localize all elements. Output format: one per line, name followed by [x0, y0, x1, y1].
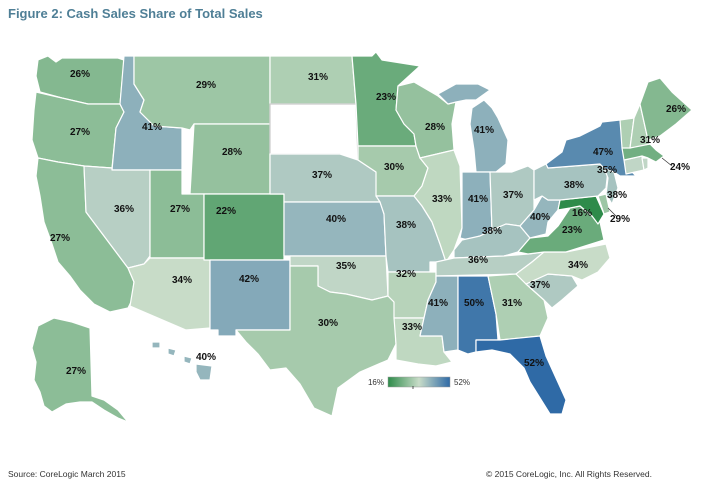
state-label-MS: 41%	[428, 298, 448, 309]
state-WY	[189, 123, 271, 195]
state-AZ	[127, 257, 211, 331]
leader-line-DE	[607, 207, 617, 217]
state-label-DE: 29%	[610, 214, 630, 225]
color-legend: 16% 52%	[368, 376, 470, 389]
state-label-WV: 40%	[530, 212, 550, 223]
state-SD	[269, 103, 359, 161]
copyright-note: © 2015 CoreLogic, Inc. All Rights Reserv…	[486, 469, 652, 479]
state-label-CO: 22%	[216, 206, 236, 217]
state-label-IL: 33%	[432, 194, 452, 205]
legend-min-label: 16%	[368, 378, 384, 387]
state-label-ND: 31%	[308, 72, 328, 83]
state-TX	[235, 265, 397, 417]
state-label-TX: 30%	[318, 318, 338, 329]
state-label-NV: 36%	[114, 204, 134, 215]
state-NH	[629, 103, 651, 149]
state-label-ME: 26%	[666, 104, 686, 115]
state-label-WI: 28%	[425, 122, 445, 133]
state-label-IN: 41%	[468, 194, 488, 205]
state-label-MO: 38%	[396, 220, 416, 231]
state-label-PA: 38%	[564, 180, 584, 191]
state-labels: 26% 27% 27% 41% 36% 29% 28% 27% 34% 22% 42% 31% 37% 4…	[50, 69, 690, 377]
state-label-WY: 28%	[222, 147, 242, 158]
state-ME	[639, 77, 693, 141]
state-label-KS: 40%	[326, 214, 346, 225]
state-label-OK: 35%	[336, 261, 356, 272]
state-label-NE: 37%	[312, 170, 332, 181]
state-MI	[437, 83, 509, 173]
state-label-AL: 50%	[464, 298, 484, 309]
state-label-VA: 23%	[562, 225, 582, 236]
legend-max-label: 52%	[454, 378, 470, 387]
state-label-FL: 52%	[524, 358, 544, 369]
state-label-NJ: 38%	[607, 190, 627, 201]
state-VA	[517, 205, 605, 255]
state-label-HI: 40%	[196, 352, 216, 363]
state-label-TN: 36%	[468, 255, 488, 266]
state-label-VT: 31%	[640, 135, 660, 146]
state-MD	[557, 195, 605, 225]
state-label-NM: 42%	[239, 274, 259, 285]
state-CO	[203, 193, 285, 261]
state-label-CT: 35%	[597, 165, 617, 176]
state-label-GA: 31%	[502, 298, 522, 309]
figure-title: Figure 2: Cash Sales Share of Total Sale…	[8, 6, 263, 21]
state-MA	[621, 143, 665, 163]
state-label-AZ: 34%	[172, 275, 192, 286]
state-label-MT: 29%	[196, 80, 216, 91]
state-label-WA: 26%	[70, 69, 90, 80]
state-label-NC: 34%	[568, 260, 588, 271]
state-label-OR: 27%	[70, 127, 90, 138]
state-MT	[133, 55, 271, 131]
state-NM	[209, 259, 291, 337]
state-label-MI: 41%	[474, 125, 494, 136]
state-HI	[151, 341, 213, 381]
state-KS	[283, 201, 387, 257]
state-AK	[31, 317, 129, 423]
source-note: Source: CoreLogic March 2015	[8, 469, 126, 479]
state-label-AK: 27%	[66, 366, 86, 377]
state-label-IA: 30%	[384, 162, 404, 173]
state-DE	[597, 193, 611, 215]
leader-line-MA	[661, 157, 673, 167]
state-FL	[475, 335, 567, 415]
state-label-CA: 27%	[50, 233, 70, 244]
state-label-MA: 24%	[670, 162, 690, 173]
state-label-OH: 37%	[503, 190, 523, 201]
state-label-ID: 41%	[142, 122, 162, 133]
state-label-MD: 16%	[572, 208, 592, 219]
state-label-SC: 37%	[530, 280, 550, 291]
state-label-KY: 38%	[482, 226, 502, 237]
state-label-MN: 23%	[376, 92, 396, 103]
state-label-UT: 27%	[170, 204, 190, 215]
state-RI	[641, 157, 649, 171]
legend-color-bar	[387, 376, 451, 388]
state-IL	[413, 149, 463, 263]
state-label-AR: 32%	[396, 269, 416, 280]
state-label-LA: 33%	[402, 322, 422, 333]
state-label-NY: 47%	[593, 147, 613, 158]
